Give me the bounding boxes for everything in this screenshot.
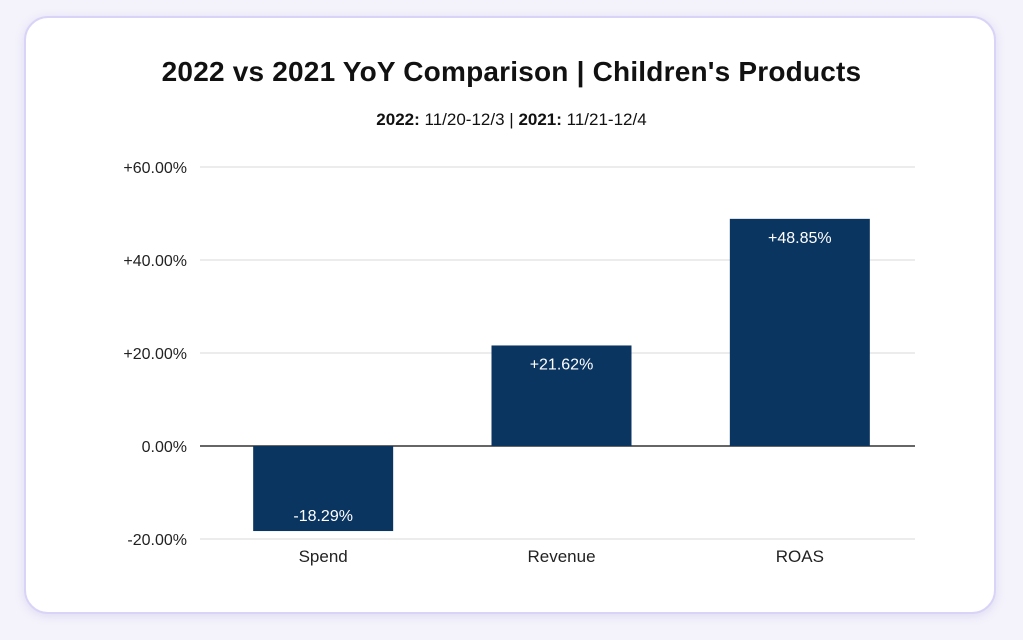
subtitle-range-2022: 11/20-12/3	[424, 110, 505, 129]
data-label: +48.85%	[768, 230, 832, 247]
x-tick-label: ROAS	[776, 547, 824, 566]
data-label: -18.29%	[293, 508, 353, 525]
subtitle-label-2022: 2022:	[376, 110, 420, 129]
y-tick-label: 0.00%	[142, 439, 187, 456]
y-tick-label: -20.00%	[127, 532, 187, 549]
subtitle-separator: |	[509, 110, 514, 129]
chart-title: 2022 vs 2021 YoY Comparison | Children's…	[161, 56, 862, 87]
data-label: +21.62%	[530, 356, 594, 373]
y-tick-label: +20.00%	[123, 346, 187, 363]
x-tick-label: Revenue	[527, 547, 595, 566]
x-tick-label: Spend	[299, 547, 348, 566]
subtitle-range-2021: 11/21-12/4	[566, 110, 647, 129]
y-tick-label: +40.00%	[123, 253, 187, 270]
bar-roas	[729, 218, 870, 446]
bar-spend	[253, 446, 394, 532]
bar-revenue	[491, 345, 632, 446]
subtitle-label-2021: 2021:	[518, 110, 562, 129]
chart-subtitle: 2022: 11/20-12/3 | 2021: 11/21-12/4	[0, 110, 1023, 130]
y-tick-label: +60.00%	[123, 160, 187, 177]
